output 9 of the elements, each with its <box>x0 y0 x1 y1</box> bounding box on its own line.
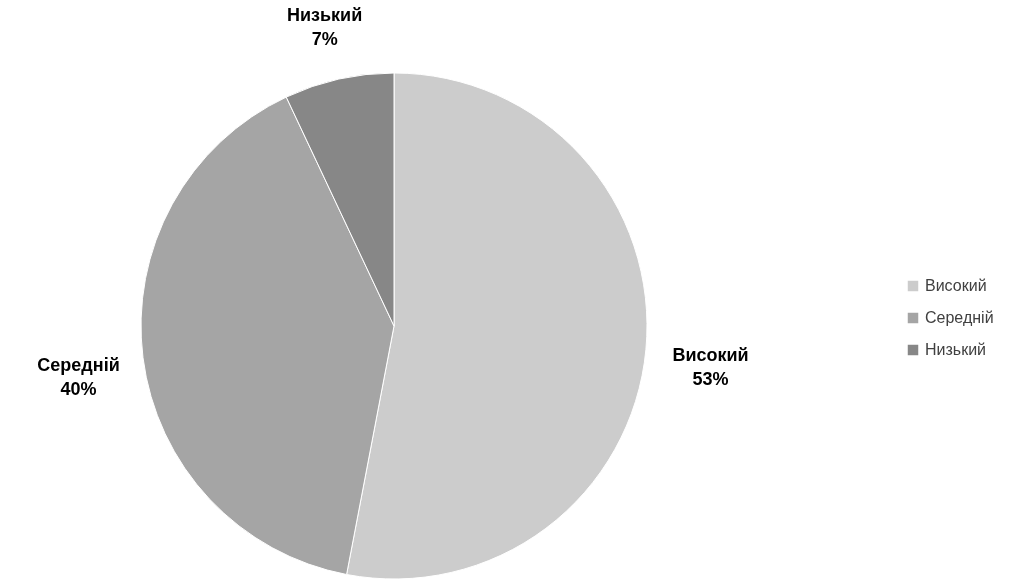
slice-label: Високий <box>672 344 749 365</box>
legend-label: Високий <box>925 277 987 294</box>
data-label: 40% <box>60 378 97 399</box>
legend-label: Низький <box>925 341 987 358</box>
slice-label: Низький <box>287 4 363 25</box>
data-label: 53% <box>692 368 729 389</box>
slice-label: Середній <box>37 354 120 375</box>
legend-label: Середній <box>925 309 994 326</box>
data-label: 7% <box>311 28 338 49</box>
